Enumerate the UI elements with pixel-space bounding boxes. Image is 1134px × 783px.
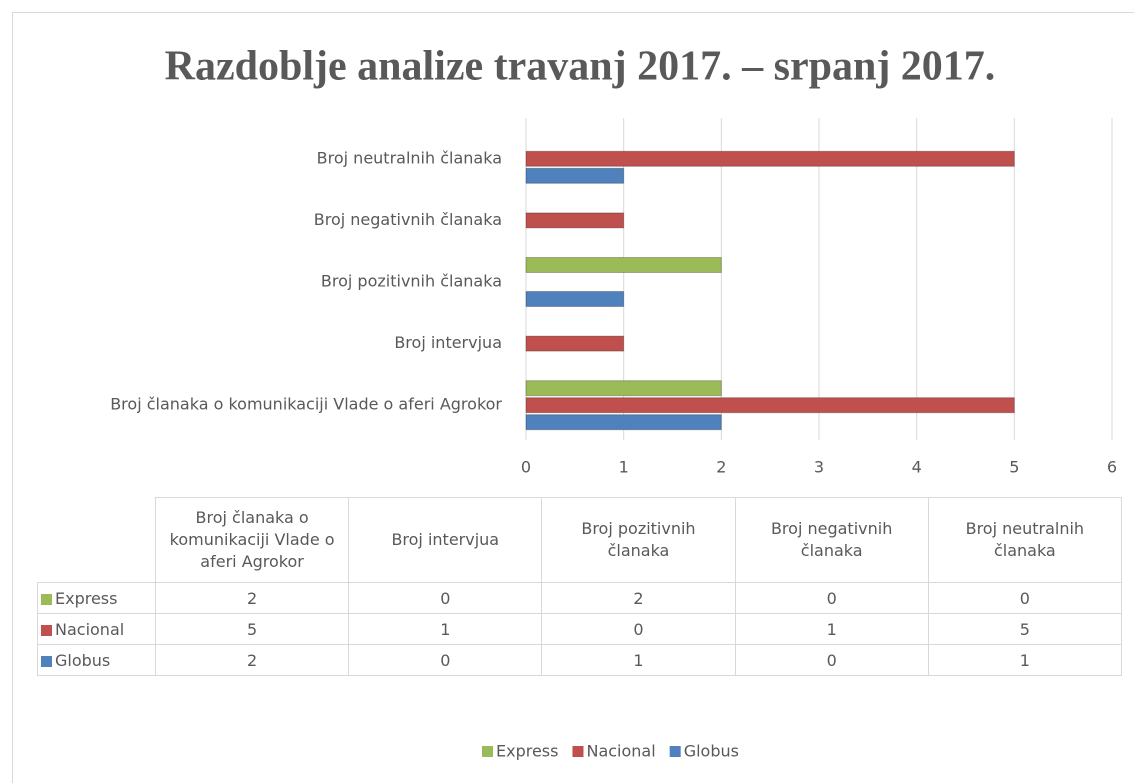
table-row: Globus 2 0 1 0 1	[37, 644, 1122, 676]
y-tick-label: Broj neutralnih članaka	[317, 148, 502, 167]
table-cell: 0	[348, 644, 543, 676]
table-row-header: Express	[37, 582, 156, 614]
table-cell: 5	[927, 613, 1122, 645]
chart-title: Razdoblje analize travanj 2017. – srpanj…	[165, 44, 996, 90]
legend-key	[41, 593, 52, 605]
bar	[525, 380, 722, 397]
x-tick-label: 1	[619, 458, 629, 477]
x-tick-label: 5	[1009, 458, 1019, 477]
table-row-label: Nacional	[55, 619, 125, 639]
x-tick-label: 2	[716, 458, 726, 477]
bar	[525, 257, 722, 273]
table-cell: 1	[927, 644, 1122, 676]
table-cell: 0	[348, 582, 543, 614]
legend-swatch	[669, 746, 681, 757]
bar	[525, 150, 1015, 167]
legend-key	[41, 624, 52, 636]
table-cell: 5	[154, 613, 350, 645]
table-header-cell: Broj članaka o komunikaciji Vlade o afer…	[154, 497, 350, 583]
bar	[525, 212, 625, 229]
table-row: Express 2 0 2 0 0	[37, 582, 1122, 614]
y-tick-label: Broj članaka o komunikaciji Vlade o afer…	[110, 395, 502, 414]
table-corner	[37, 497, 156, 583]
legend-label: Express	[496, 742, 558, 761]
table-header-row: Broj članaka o komunikaciji Vlade o afer…	[37, 497, 1122, 583]
bar	[525, 414, 722, 431]
legend-key	[41, 655, 52, 667]
table-row-header: Nacional	[37, 613, 156, 645]
table-cell: 0	[541, 613, 736, 645]
table-header-cell: Broj neutralnih članaka	[927, 497, 1122, 583]
table-row: Nacional 5 1 0 1 5	[37, 613, 1122, 645]
x-tick-label: 4	[912, 458, 922, 477]
table-cell: 0	[734, 644, 929, 676]
table-header-cell: Broj negativnih članaka	[734, 497, 929, 583]
legend-label: Globus	[684, 742, 739, 761]
table-cell: 2	[154, 582, 350, 614]
x-tick-label: 0	[521, 458, 531, 477]
table-row-label: Express	[55, 588, 118, 608]
table-header-cell: Broj intervjua	[348, 497, 543, 583]
table-header-cell: Broj pozitivnih članaka	[541, 497, 736, 583]
y-tick-label: Broj pozitivnih članaka	[321, 272, 502, 291]
table-cell: 2	[154, 644, 350, 676]
table-cell: 1	[734, 613, 929, 645]
table-cell: 1	[541, 644, 736, 676]
x-tick-label: 3	[814, 458, 824, 477]
y-tick-label: Broj negativnih članaka	[314, 210, 502, 229]
legend-swatch	[572, 746, 584, 757]
bar	[525, 397, 1015, 414]
x-tick-label: 6	[1107, 458, 1117, 477]
bar	[525, 335, 625, 352]
table-row-header: Globus	[37, 644, 156, 676]
bar	[525, 167, 625, 184]
y-tick-label: Broj intervjua	[394, 333, 502, 352]
table-row-label: Globus	[55, 650, 111, 670]
bar	[525, 291, 625, 307]
data-table: Broj članaka o komunikaciji Vlade o afer…	[37, 497, 1122, 676]
chart-border	[12, 12, 1134, 783]
table-cell: 1	[348, 613, 543, 645]
legend-swatch	[482, 746, 493, 757]
table-cell: 0	[927, 582, 1122, 614]
legend-label: Nacional	[586, 742, 655, 761]
table-cell: 0	[734, 582, 929, 614]
table-cell: 2	[541, 582, 736, 614]
